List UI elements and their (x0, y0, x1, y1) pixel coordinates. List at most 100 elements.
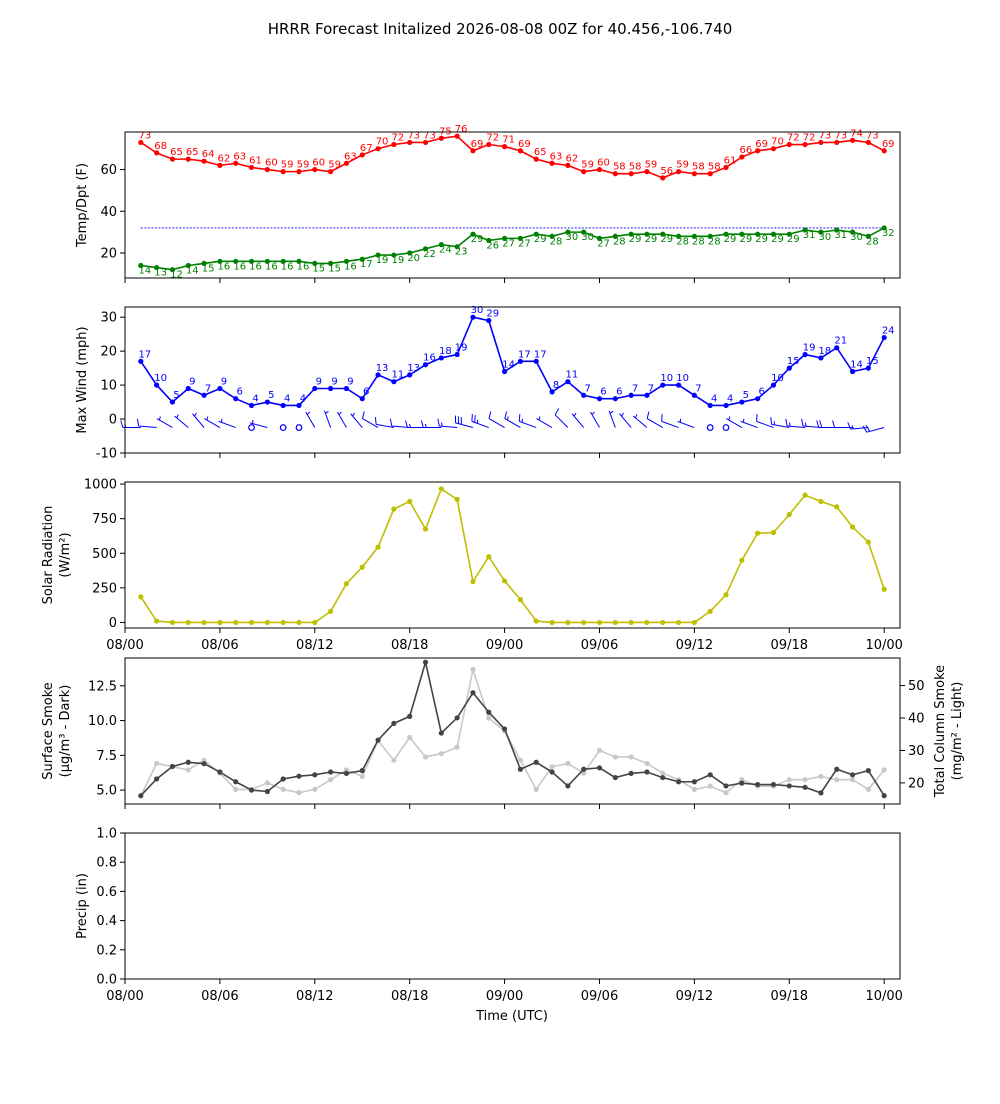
data-label: 16 (265, 261, 278, 272)
data-label: 29 (486, 309, 499, 320)
data-label: 68 (154, 141, 167, 152)
data-label: 71 (502, 135, 515, 146)
data-label: 18 (439, 346, 452, 357)
series-point-1 (755, 531, 760, 536)
y-tick-label: 10.0 (88, 714, 117, 729)
data-label: 13 (407, 363, 420, 374)
data-label: 10 (676, 373, 689, 384)
series-point-1 (502, 726, 507, 731)
series-point-1 (834, 767, 839, 772)
series-point-1 (344, 771, 349, 776)
data-label: 29 (629, 234, 642, 245)
y-tick-label: 0.8 (96, 856, 117, 871)
y-tick-label: 0.2 (96, 943, 117, 958)
series-point-1 (755, 782, 760, 787)
series-point-1 (882, 793, 887, 798)
series-point-1 (676, 779, 681, 784)
series-point-2 (613, 754, 618, 759)
data-label: 64 (202, 149, 215, 160)
data-label: 30 (850, 232, 863, 243)
data-label: 59 (676, 160, 689, 171)
series-point-2 (834, 777, 839, 782)
series-point-1 (803, 785, 808, 790)
series-point-1 (771, 530, 776, 535)
series-point-1 (233, 779, 238, 784)
data-label: 29 (755, 234, 768, 245)
data-label: 14 (186, 265, 199, 276)
data-label: 61 (724, 155, 737, 166)
data-label: 59 (328, 160, 341, 171)
data-label: 18 (819, 346, 832, 357)
series-point-1 (771, 782, 776, 787)
series-point-2 (818, 774, 823, 779)
data-label: 30 (819, 232, 832, 243)
y-tick-label: 40 (100, 205, 117, 220)
series-point-2 (439, 751, 444, 756)
series-point-2 (233, 787, 238, 792)
data-label: 28 (692, 236, 705, 247)
series-point-1 (818, 499, 823, 504)
series-point-1 (518, 767, 523, 772)
data-label: 8 (553, 380, 559, 391)
series-point-2 (850, 777, 855, 782)
x-tick-label: 09/00 (486, 989, 523, 1004)
series-point-1 (186, 760, 191, 765)
series-point-1 (470, 690, 475, 695)
y-tick-label: 1000 (84, 478, 117, 493)
data-label: 31 (834, 230, 847, 241)
series-point-1 (312, 620, 317, 625)
wind-barb-half-flag (442, 423, 443, 427)
series-point-1 (486, 710, 491, 715)
wind-barb-flag (757, 414, 758, 421)
series-point-2 (644, 761, 649, 766)
wind-barb-flag (475, 415, 476, 422)
data-label: 4 (300, 393, 306, 404)
series-point-2 (423, 754, 428, 759)
series-point-1 (455, 715, 460, 720)
series-point-1 (470, 579, 475, 584)
series-point-1 (391, 721, 396, 726)
data-label: 56 (660, 166, 673, 177)
data-label: 28 (676, 236, 689, 247)
series-point-1 (360, 565, 365, 570)
data-label: 17 (360, 259, 373, 270)
series-point-2 (723, 790, 728, 795)
series-point-1 (866, 768, 871, 773)
y-tick-label: 1.0 (96, 827, 117, 842)
data-label: 16 (297, 261, 310, 272)
data-label: 58 (613, 162, 626, 173)
series-point-1 (486, 554, 491, 559)
series-point-1 (882, 587, 887, 592)
y-axis-title-line: Max Wind (mph) (75, 326, 90, 433)
series-point-1 (581, 620, 586, 625)
series-point-1 (138, 594, 143, 599)
wind-barb-half-flag (805, 423, 806, 427)
series-point-1 (360, 768, 365, 773)
data-label: 72 (803, 133, 816, 144)
x-tick-label: 08/12 (296, 638, 333, 653)
x-tick-label: 09/18 (771, 638, 808, 653)
series-point-1 (201, 761, 206, 766)
y-tick-label: 0.0 (96, 973, 117, 988)
data-label: 14 (850, 360, 863, 371)
data-label: 63 (233, 151, 246, 162)
series-point-1 (296, 774, 301, 779)
data-label: 16 (423, 353, 436, 364)
data-label: 24 (882, 326, 895, 337)
x-tick-label: 09/00 (486, 638, 523, 653)
y-tick-label: 12.5 (88, 679, 117, 694)
series-point-2 (265, 780, 270, 785)
data-label: 11 (565, 370, 578, 381)
data-label: 62 (218, 153, 231, 164)
data-label: 15 (328, 263, 341, 274)
y-right-axis-title-line: (mg/m² - Light) (950, 682, 965, 781)
series-point-1 (201, 620, 206, 625)
data-label: 13 (376, 363, 389, 374)
series-point-2 (281, 787, 286, 792)
data-label: 28 (613, 236, 626, 247)
data-label: 28 (866, 236, 879, 247)
chart-title: HRRR Forecast Initalized 2026-08-08 00Z … (268, 20, 733, 38)
series-point-1 (217, 620, 222, 625)
series-point-1 (154, 618, 159, 623)
